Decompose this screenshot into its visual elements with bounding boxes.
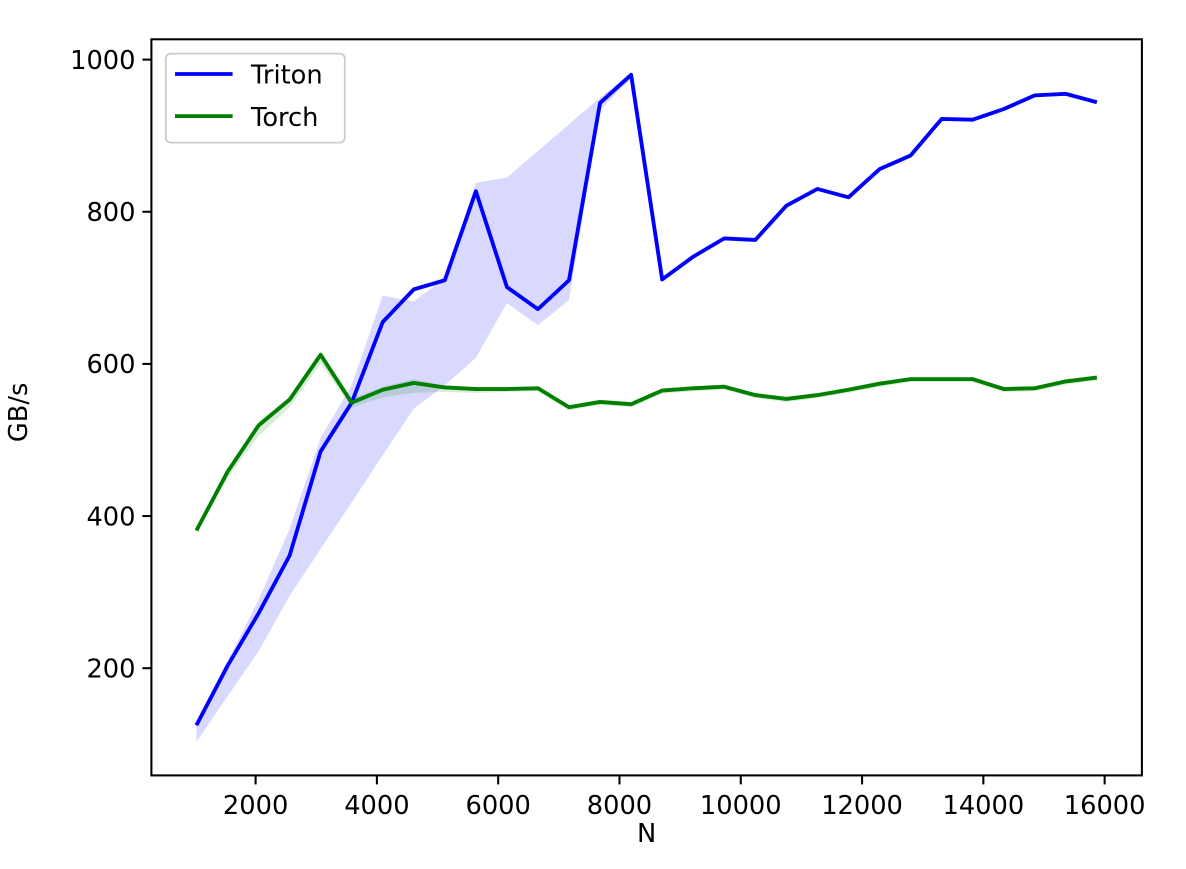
- x-tick-label: 4000: [344, 791, 409, 821]
- y-tick-label: 1000: [70, 46, 135, 76]
- y-tick-label: 400: [86, 502, 135, 532]
- axes: [142, 38, 1143, 785]
- y-tick-label: 600: [86, 350, 135, 380]
- x-tick-label: 16000: [1064, 791, 1146, 821]
- plot-border: [150, 38, 1143, 777]
- x-tick-label: 14000: [942, 791, 1024, 821]
- x-axis-label: N: [637, 819, 656, 849]
- line-torch: [194, 352, 1098, 532]
- x-tick-label: 6000: [466, 791, 531, 821]
- confidence-bands: [196, 72, 1097, 743]
- y-axis-label: GB/s: [4, 383, 34, 443]
- line-triton: [194, 72, 1098, 727]
- legend-label-torch: Torch: [250, 103, 318, 133]
- legend-label-triton: Triton: [250, 61, 323, 91]
- y-tick-label: 200: [86, 655, 135, 685]
- band-triton: [196, 72, 1097, 743]
- x-tick-label: 10000: [700, 791, 782, 821]
- y-tick-label: 800: [86, 198, 135, 228]
- data-lines: [194, 72, 1098, 727]
- x-tick-label: 8000: [587, 791, 652, 821]
- legend: Triton Torch: [164, 52, 346, 144]
- x-tick-label: 2000: [223, 791, 288, 821]
- x-tick-label: 12000: [821, 791, 903, 821]
- tick-labels: 2000 4000 6000 8000 10000 12000 14000 16000 200 4…: [70, 46, 1145, 821]
